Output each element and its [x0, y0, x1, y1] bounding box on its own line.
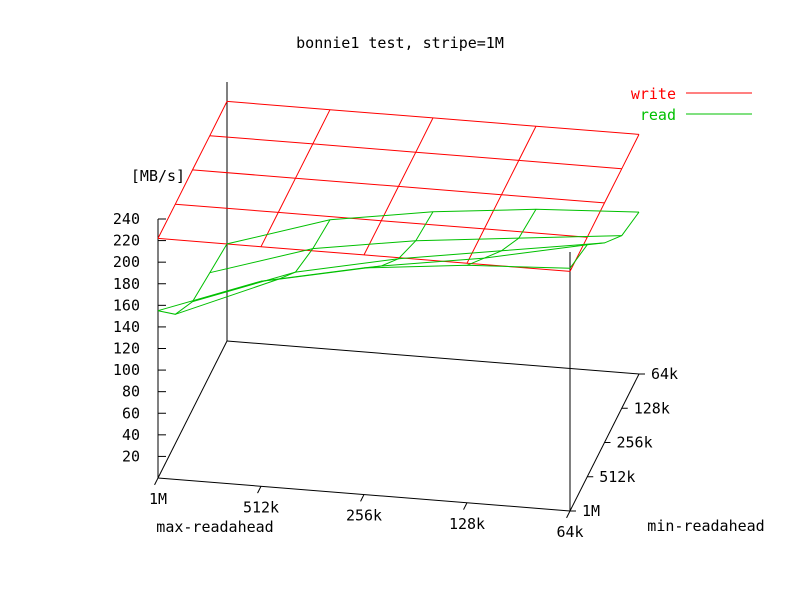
z-tick-label-3: 80 [122, 383, 140, 401]
z-tick-label-5: 120 [113, 340, 140, 358]
read-mesh-row-0 [157, 264, 571, 312]
y-tick-label-4: 64k [651, 365, 678, 383]
write-mesh-col-4 [569, 134, 640, 272]
read-mesh-col-4 [569, 211, 640, 269]
chart-title: bonnie1 test, stripe=1M [296, 34, 504, 52]
read-mesh-col-0 [157, 243, 228, 315]
y-tick-label-1: 512k [599, 468, 635, 486]
x-tick-1 [257, 486, 262, 494]
z-tick-label-4: 100 [113, 361, 140, 379]
y-tick-label-3: 128k [634, 399, 670, 417]
legend-label-write: write [631, 85, 676, 103]
z-tick-label-10: 220 [113, 232, 140, 250]
z-tick-label-8: 180 [113, 275, 140, 293]
surface-write [157, 100, 640, 272]
y-axis-label: min-readahead [647, 517, 764, 535]
z-tick-label-1: 40 [122, 426, 140, 444]
write-mesh-col-2 [363, 117, 434, 256]
x-tick-label-0: 1M [149, 490, 167, 508]
read-mesh-col-3 [466, 209, 537, 266]
axes-frame [157, 82, 640, 512]
x-tick-2 [360, 494, 365, 502]
axis-ticks: 20 40 60 80 100 120 140 160 180 200 220 240 1M 512k 25… [113, 210, 678, 541]
x-tick-4 [566, 510, 571, 519]
z-axis-label: [MB/s] [131, 167, 185, 185]
z-tick-label-6: 140 [113, 318, 140, 336]
base-back-left-edge [157, 340, 228, 479]
legend-label-read: read [640, 106, 676, 124]
x-tick-0 [154, 477, 159, 486]
read-mesh-col-1 [260, 219, 331, 282]
surface-read [157, 208, 640, 315]
x-tick-label-3: 128k [449, 515, 485, 533]
read-mesh-col-2 [363, 211, 434, 269]
z-tick-label-9: 200 [113, 253, 140, 271]
write-mesh-col-3 [466, 125, 537, 264]
x-axis-label: max-readahead [156, 518, 273, 536]
write-mesh-row-4 [226, 100, 640, 135]
read-mesh-row-2 [192, 242, 605, 303]
y-tick-label-2: 256k [617, 434, 653, 452]
surface-meshes [157, 100, 640, 315]
read-mesh-row-4 [226, 208, 640, 245]
x-tick-label-2: 256k [346, 507, 382, 525]
write-mesh-col-1 [260, 109, 331, 247]
read-mesh-row-1 [175, 244, 588, 315]
base-back-edge [226, 340, 640, 375]
z-tick-label-11: 240 [113, 210, 140, 228]
z-tick-label-2: 60 [122, 404, 140, 422]
x-tick-label-1: 512k [243, 498, 279, 516]
x-tick-label-4: 64k [556, 523, 583, 541]
z-tick-label-0: 20 [122, 447, 140, 465]
x-tick-3 [463, 502, 468, 510]
z-tick-label-7: 160 [113, 296, 140, 314]
y-tick-label-0: 1M [582, 502, 600, 520]
write-mesh-col-0 [157, 101, 228, 239]
